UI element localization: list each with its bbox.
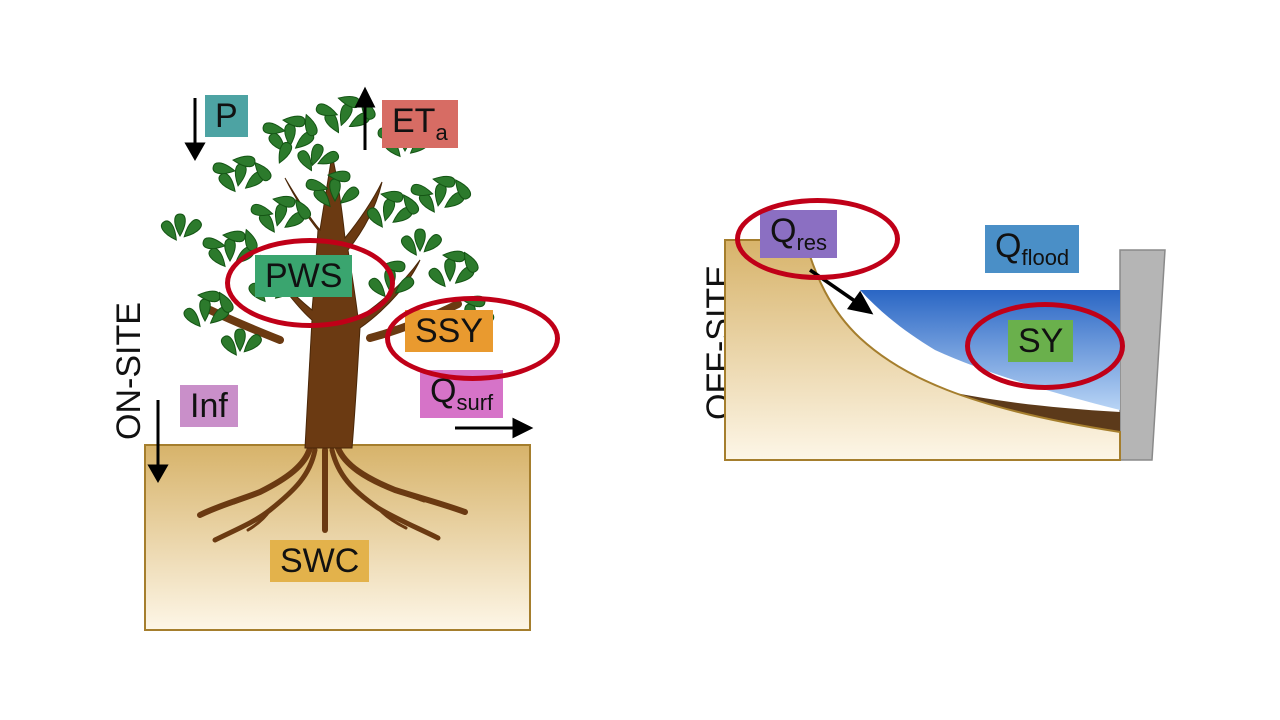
highlight-sy xyxy=(965,302,1125,390)
badge-p: P xyxy=(205,95,248,137)
badge-inf: Inf xyxy=(180,385,238,427)
badge-eta-text: ET xyxy=(392,102,435,140)
badge-qflood: Qflood xyxy=(985,225,1079,273)
diagram-stage: ON-SITE OFF-SITE xyxy=(0,0,1280,720)
dam xyxy=(1120,250,1165,460)
badge-qflood-text: Q xyxy=(995,227,1021,265)
badge-eta: ETa xyxy=(382,100,458,148)
highlight-ssy xyxy=(385,296,560,381)
highlight-pws xyxy=(225,238,395,328)
badge-eta-sub: a xyxy=(435,120,447,145)
soil-block xyxy=(145,445,530,630)
highlight-qres xyxy=(735,198,900,280)
badge-swc: SWC xyxy=(270,540,369,582)
badge-qsurf-sub: surf xyxy=(456,390,493,415)
badge-qflood-sub: flood xyxy=(1021,245,1069,270)
